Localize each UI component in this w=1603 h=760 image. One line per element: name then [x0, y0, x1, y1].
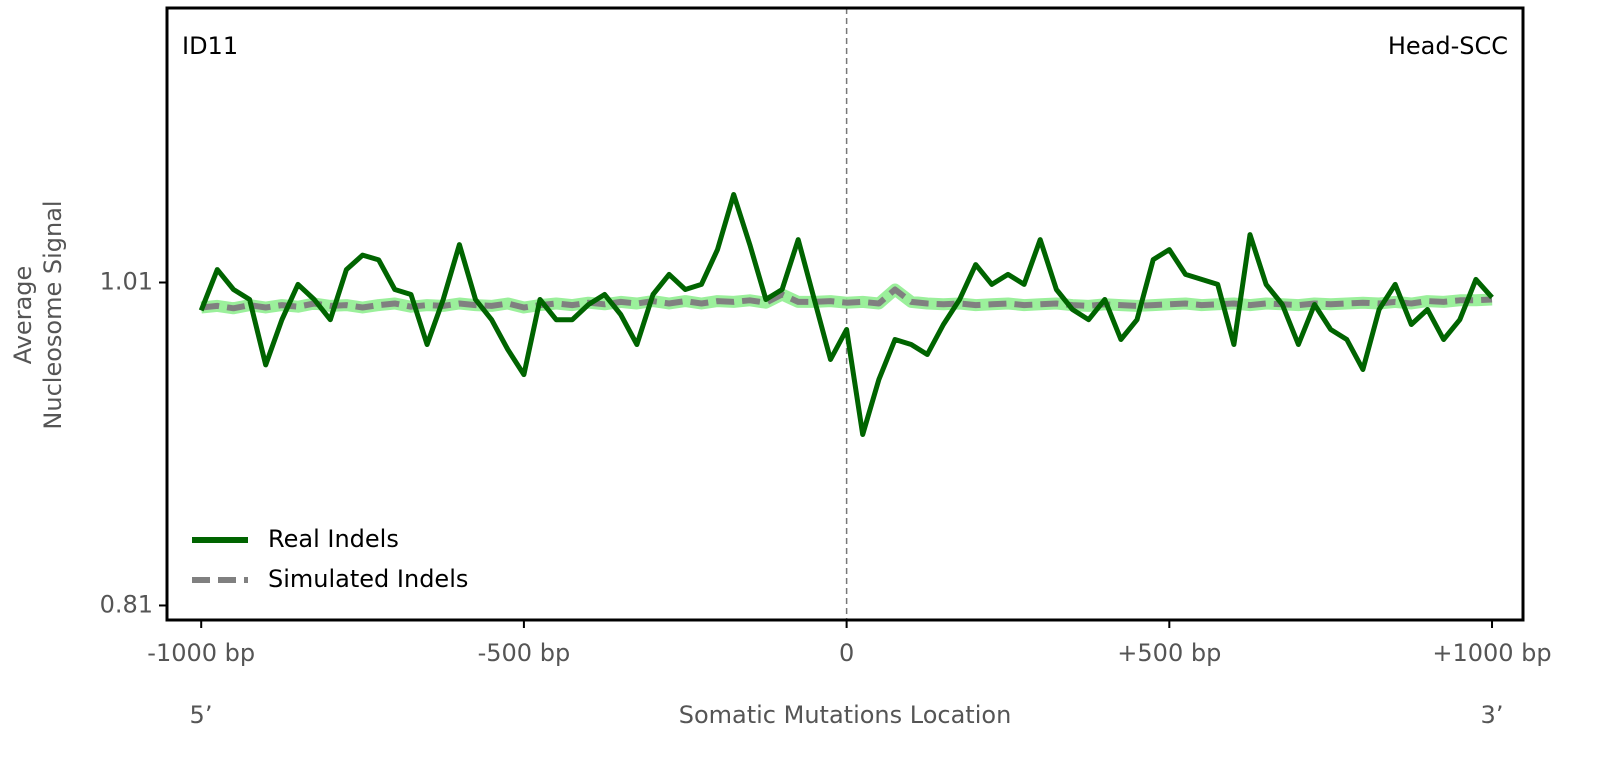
x-tick-label: +500 bp — [1117, 639, 1221, 667]
x-tick-label: -500 bp — [478, 639, 571, 667]
x-tick-label: +1000 bp — [1432, 639, 1551, 667]
three-prime-label: 3’ — [1481, 701, 1504, 729]
y-axis-title: Average — [9, 266, 37, 365]
panel-label: ID11 — [182, 32, 238, 60]
plot-frame — [165, 6, 1525, 622]
tissue-label: Head-SCC — [1388, 32, 1508, 60]
legend-label: Real Indels — [268, 525, 399, 553]
y-axis-title: Nucleosome Signal — [39, 200, 67, 429]
x-axis-title: Somatic Mutations Location — [679, 701, 1012, 729]
five-prime-label: 5’ — [190, 701, 213, 729]
y-tick-label: 0.81 — [100, 590, 153, 618]
x-tick-label: -1000 bp — [147, 639, 255, 667]
x-tick-label: 0 — [839, 639, 854, 667]
series-line — [198, 192, 1494, 437]
legend-label: Simulated Indels — [268, 565, 468, 593]
y-tick-label: 1.01 — [100, 268, 153, 296]
